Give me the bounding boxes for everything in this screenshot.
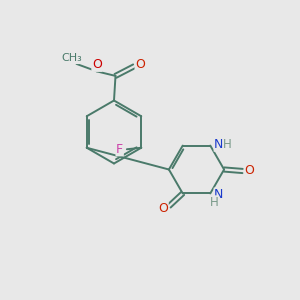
Text: O: O [244, 164, 254, 178]
Text: O: O [158, 202, 168, 215]
Text: O: O [135, 58, 145, 71]
Text: CH₃: CH₃ [61, 53, 82, 64]
Text: N: N [214, 138, 224, 151]
Text: F: F [116, 143, 123, 156]
Text: H: H [210, 196, 219, 209]
Text: N: N [214, 188, 224, 201]
Text: O: O [92, 58, 102, 71]
Text: H: H [223, 138, 232, 151]
